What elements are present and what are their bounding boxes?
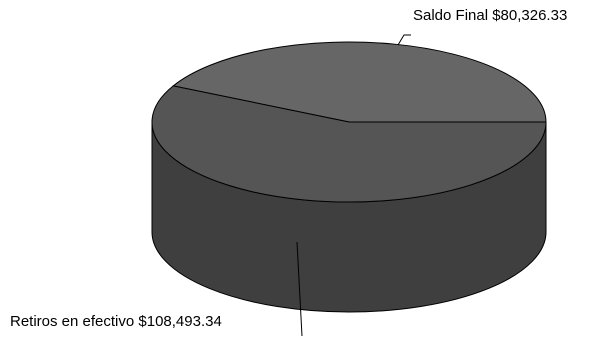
pie-slice-saldo-final — [172, 41, 547, 123]
pie-labels: Saldo Final $80,326.33 Retiros en efectiv… — [10, 7, 567, 337]
data-label-retiros-en-efectivo: Retiros en efectivo $108,493.34 — [10, 313, 222, 330]
pie-slice-retiros-en-efectivo — [151, 85, 547, 203]
data-label-saldo-final: Saldo Final $80,326.33 — [413, 7, 567, 24]
leader-line-saldo-final — [397, 34, 411, 46]
leader-line-retiros-en-efectivo — [296, 241, 303, 337]
pie-body — [151, 41, 547, 313]
